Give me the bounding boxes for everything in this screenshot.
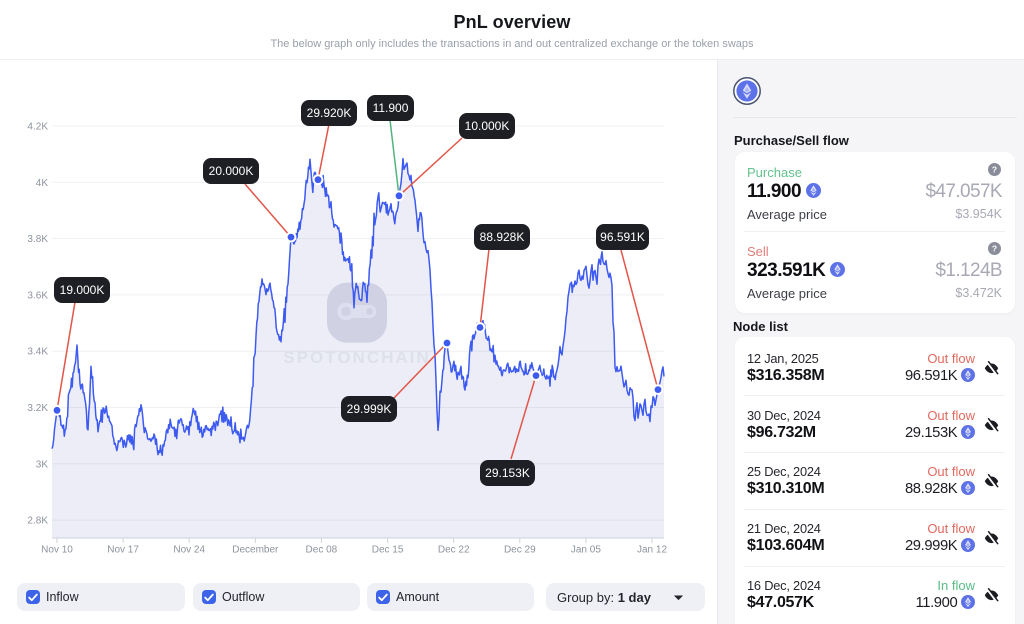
svg-text:Dec 15: Dec 15: [372, 545, 404, 556]
svg-text:3.6K: 3.6K: [27, 290, 48, 301]
svg-text:December: December: [232, 545, 279, 556]
svg-text:3.8K: 3.8K: [27, 234, 48, 245]
svg-text:Jan 05: Jan 05: [571, 545, 601, 556]
svg-text:Nov 10: Nov 10: [41, 545, 73, 556]
svg-text:Dec 22: Dec 22: [438, 545, 470, 556]
svg-text:3K: 3K: [36, 459, 49, 470]
svg-text:Dec 08: Dec 08: [306, 545, 338, 556]
svg-text:4.2K: 4.2K: [27, 122, 48, 133]
svg-text:?: ?: [992, 243, 997, 253]
svg-text:Nov 17: Nov 17: [107, 545, 139, 556]
svg-text:2.8K: 2.8K: [27, 516, 48, 527]
svg-text:3.4K: 3.4K: [27, 347, 48, 358]
svg-text:Nov 24: Nov 24: [173, 545, 205, 556]
svg-text:Dec 29: Dec 29: [504, 545, 536, 556]
svg-text:4K: 4K: [36, 178, 49, 189]
svg-text:Jan 12: Jan 12: [637, 545, 667, 556]
svg-text:?: ?: [992, 164, 997, 174]
svg-text:3.2K: 3.2K: [27, 403, 48, 414]
